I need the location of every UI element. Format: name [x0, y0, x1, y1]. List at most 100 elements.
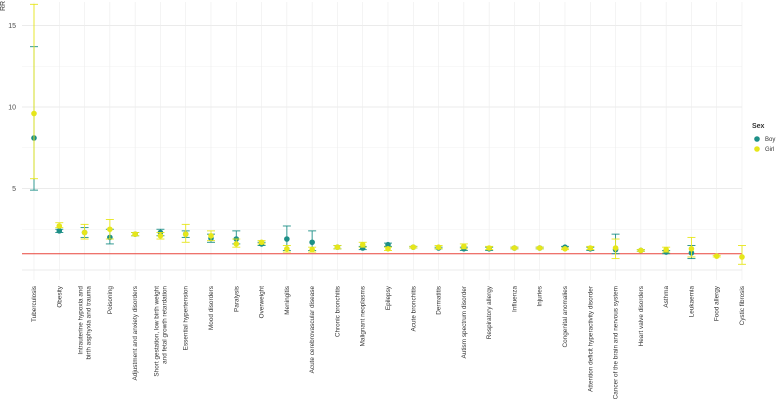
- x-tick-label-line: Congenital anomalies: [562, 286, 569, 347]
- data-point: [56, 223, 63, 229]
- x-tick-label: Acute cerebrovascular disease: [309, 286, 316, 374]
- y-tick-label: 5: [12, 186, 16, 193]
- x-tick-label: Attention deficit hyperactivity disorder: [587, 285, 594, 392]
- x-tick-label: Essential hypertension: [183, 286, 190, 351]
- x-tick-label-line: Dermatitis: [436, 286, 443, 315]
- data-point: [435, 244, 442, 250]
- data-point: [562, 246, 568, 252]
- x-tick-label-line: Cancer of the brain and nervous system: [613, 286, 620, 399]
- data-point: [284, 236, 290, 242]
- data-point: [461, 243, 467, 250]
- x-tick-label-line: Cystic fibrosis: [739, 286, 746, 325]
- x-tick-label: Cystic fibrosis: [739, 286, 746, 325]
- data-point: [182, 231, 189, 237]
- x-tick-label: Asthma: [663, 286, 670, 308]
- legend-key-girl: [754, 146, 760, 152]
- x-tick-label: Heart valve disorders: [638, 286, 645, 346]
- x-tick-label: Chronic bronchitis: [334, 286, 341, 337]
- data-point: [536, 245, 543, 251]
- y-tick-label: 10: [8, 105, 16, 112]
- data-point: [309, 246, 315, 253]
- x-tick-label-line: Overweight: [259, 286, 266, 319]
- x-tick-label-line: Epilepsy: [385, 285, 392, 310]
- x-tick-label-line: Meningitis: [284, 286, 291, 315]
- x-tick-label-line: and fetal growth retardation: [161, 286, 168, 364]
- legend: Sex Boy Girl: [752, 123, 775, 153]
- series-marks: [30, 3, 746, 265]
- data-point: [688, 246, 695, 252]
- data-point: [284, 246, 290, 252]
- data-point: [157, 232, 164, 239]
- x-tick-label: Epilepsy: [385, 285, 392, 310]
- data-point: [31, 110, 37, 117]
- data-point: [385, 241, 391, 248]
- x-tick-label: Leukaemia: [688, 286, 695, 318]
- x-tick-label-line: Food allergy: [714, 285, 721, 321]
- data-point: [410, 244, 417, 250]
- data-point: [511, 245, 518, 251]
- x-tick-label: Dermatitis: [436, 286, 443, 315]
- legend-label-girl: Girl: [765, 147, 774, 153]
- x-tick-label: Short gestation, low birth weightand fet…: [153, 286, 168, 377]
- x-tick-label: Mood disorders: [208, 286, 215, 330]
- x-tick-label: Intrauterine hypoxia andbirth asphyxia a…: [78, 286, 93, 360]
- x-tick-label: Acute bronchitis: [410, 286, 417, 331]
- data-point: [56, 228, 63, 234]
- data-point: [334, 244, 341, 250]
- x-tick-label: Influenza: [511, 286, 518, 312]
- x-tick-label-line: Acute cerebrovascular disease: [309, 286, 316, 374]
- x-tick-label-line: Heart valve disorders: [638, 286, 645, 346]
- data-point: [612, 245, 619, 251]
- x-tick-label-line: Asthma: [663, 286, 670, 308]
- data-point: [486, 245, 492, 251]
- x-tick-label: Cancer of the brain and nervous system: [613, 286, 620, 399]
- data-point: [663, 246, 669, 253]
- x-tick-label-line: Mood disorders: [208, 286, 215, 330]
- data-point: [638, 247, 644, 254]
- x-tick-label: Food allergy: [714, 285, 721, 321]
- x-tick-label-line: Autism spectrum disorder: [461, 285, 468, 358]
- x-tick-label-line: Short gestation, low birth weight: [153, 286, 160, 377]
- x-tick-label: Injuries: [537, 286, 544, 307]
- y-axis: 5 10 15: [8, 23, 16, 193]
- x-tick-label-line: Influenza: [511, 286, 518, 312]
- x-tick-label: Meningitis: [284, 286, 291, 315]
- x-tick-label: Respiratory allergy: [486, 285, 493, 339]
- data-point: [208, 232, 214, 239]
- x-tick-label: Poisoning: [107, 286, 114, 315]
- gridlines: [22, 2, 743, 280]
- data-point: [258, 239, 265, 246]
- x-tick-label: Overweight: [259, 286, 266, 319]
- x-tick-label: Congenital anomalies: [562, 286, 569, 347]
- x-tick-label-line: Intrauterine hypoxia and: [78, 286, 85, 355]
- series-girl: [30, 3, 746, 265]
- y-axis-title: RR: [0, 1, 7, 11]
- legend-title: Sex: [752, 123, 765, 130]
- x-tick-label-line: Injuries: [537, 286, 544, 307]
- legend-label-boy: Boy: [765, 137, 775, 143]
- data-point: [739, 254, 745, 260]
- x-tick-label-line: Tuberculosis: [31, 286, 38, 322]
- x-tick-label-line: Obesity: [56, 285, 63, 307]
- x-tick-label: Malignant neoplasms: [360, 286, 367, 346]
- x-tick-label-line: Adjustment and anxiety disorders: [132, 286, 139, 381]
- data-point: [107, 226, 113, 233]
- data-point: [81, 229, 88, 236]
- x-tick-label-line: Malignant neoplasms: [360, 286, 367, 346]
- data-point: [132, 231, 138, 237]
- data-point: [359, 241, 366, 248]
- data-point: [309, 239, 315, 246]
- legend-key-boy: [754, 136, 760, 142]
- data-point: [713, 253, 720, 259]
- x-tick-label-line: Poisoning: [107, 286, 114, 315]
- x-tick-label-line: Essential hypertension: [183, 286, 190, 351]
- x-tick-label: Obesity: [56, 285, 63, 307]
- x-tick-label-line: Acute bronchitis: [410, 286, 417, 331]
- x-tick-label-line: Leukaemia: [688, 286, 695, 318]
- data-point: [233, 241, 240, 247]
- data-point: [587, 245, 594, 251]
- x-tick-label-line: Attention deficit hyperactivity disorder: [587, 285, 594, 392]
- x-tick-label-line: Paralysis: [233, 286, 240, 312]
- x-tick-label-line: Chronic bronchitis: [334, 286, 341, 337]
